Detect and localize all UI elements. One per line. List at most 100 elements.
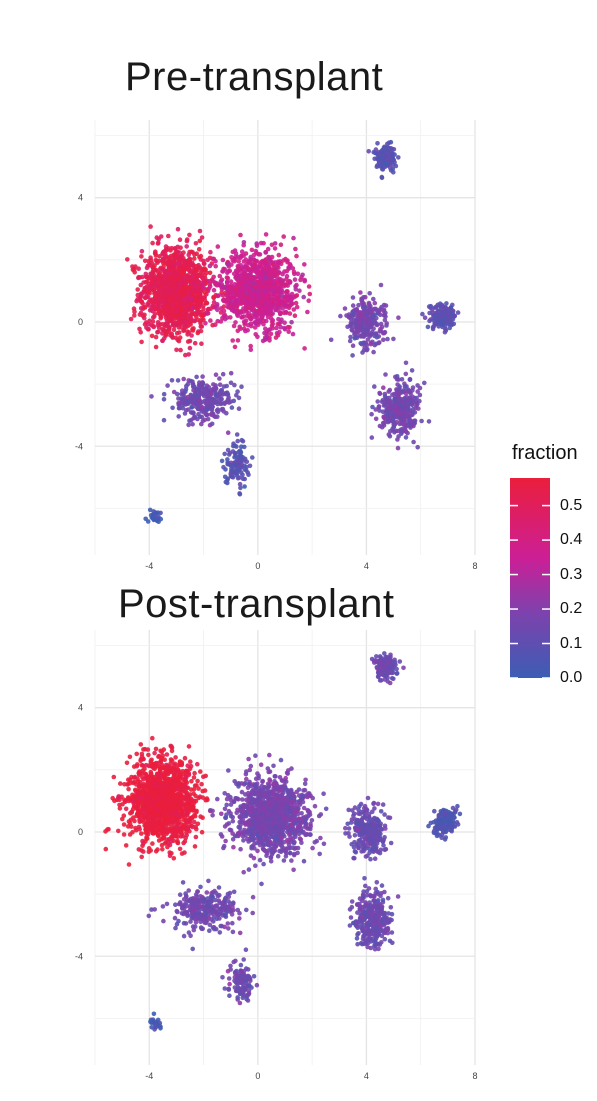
cell-point	[283, 256, 288, 262]
cell-point	[176, 762, 181, 768]
cell-point	[345, 324, 350, 330]
cell-point	[139, 339, 144, 345]
cluster-5	[149, 370, 244, 436]
cell-point	[377, 408, 382, 413]
cell-point	[403, 360, 409, 366]
cell-point	[435, 309, 441, 314]
cell-point	[382, 317, 388, 323]
cell-point	[156, 838, 162, 843]
cell-point	[390, 416, 396, 422]
cell-point	[274, 325, 279, 331]
y-tick-label: 0	[78, 827, 83, 837]
cell-point	[448, 305, 454, 310]
cell-point	[203, 773, 208, 779]
cell-point	[399, 377, 405, 382]
cell-point	[194, 783, 199, 788]
cell-point	[368, 303, 373, 309]
cell-point	[430, 326, 436, 332]
cell-point	[250, 264, 255, 270]
cell-point	[307, 291, 313, 297]
cell-point	[262, 330, 267, 336]
cell-point	[385, 336, 390, 342]
cell-point	[260, 299, 265, 305]
cell-point	[205, 257, 210, 263]
cell-point	[186, 330, 192, 335]
cell-point	[159, 293, 165, 299]
cell-point	[260, 260, 266, 266]
cell-point	[150, 735, 155, 741]
cell-point	[148, 769, 154, 775]
cell-point	[169, 245, 174, 251]
cell-point	[178, 347, 183, 353]
cell-point	[172, 800, 177, 805]
cell-point	[157, 770, 162, 775]
cell-point	[277, 304, 282, 310]
cell-point	[426, 304, 432, 309]
cell-point	[415, 383, 420, 388]
cell-point	[347, 338, 353, 344]
cell-point	[150, 240, 155, 246]
cell-point	[231, 398, 237, 404]
cell-point	[220, 371, 226, 377]
cell-point	[278, 324, 284, 330]
cell-point	[288, 263, 293, 268]
x-tick-label: 0	[255, 561, 260, 571]
cell-point	[269, 254, 275, 260]
cell-point	[132, 779, 137, 785]
cell-point	[207, 284, 213, 289]
cell-point	[403, 391, 409, 396]
scatter-plot-post: -4 0 4 840-4	[75, 630, 478, 1081]
cell-point	[394, 408, 400, 413]
cell-point	[338, 313, 343, 319]
cell-point	[373, 331, 379, 336]
cell-point	[161, 773, 167, 778]
cell-point	[237, 475, 242, 480]
cell-point	[204, 393, 210, 398]
cell-point	[396, 315, 401, 320]
cell-point	[221, 308, 227, 314]
cell-point	[161, 836, 167, 841]
cell-point	[160, 322, 165, 327]
cell-point	[153, 276, 158, 281]
cell-point	[185, 399, 190, 405]
cell-point	[170, 322, 176, 328]
cell-point	[211, 382, 216, 387]
cell-point	[237, 324, 242, 330]
cell-point	[295, 271, 301, 277]
cell-point	[397, 411, 403, 416]
cell-point	[415, 389, 421, 394]
cell-point	[184, 825, 189, 831]
cell-point	[139, 854, 144, 860]
cell-point	[153, 334, 159, 340]
cell-point	[379, 148, 385, 154]
cell-point	[196, 317, 201, 323]
cell-point	[128, 316, 134, 322]
cell-point	[182, 782, 188, 788]
cell-point	[426, 419, 432, 424]
cell-point	[275, 272, 280, 277]
cell-point	[144, 836, 150, 841]
cell-point	[344, 313, 349, 318]
cell-point	[201, 306, 206, 312]
cell-point	[348, 334, 353, 340]
cell-point	[191, 787, 197, 792]
cell-point	[263, 232, 269, 237]
x-tick-label: 4	[364, 561, 369, 571]
cell-point	[133, 827, 139, 833]
cell-point	[127, 821, 133, 826]
cell-point	[196, 309, 201, 314]
cell-point	[302, 346, 307, 351]
cell-point	[366, 318, 372, 323]
cell-point	[445, 310, 450, 316]
cell-point	[167, 853, 173, 859]
cell-point	[169, 765, 175, 771]
cell-point	[136, 772, 142, 778]
cell-point	[180, 391, 186, 397]
cell-point	[393, 163, 399, 169]
cell-point	[255, 318, 260, 324]
cell-point	[240, 314, 245, 320]
cell-point	[176, 265, 182, 271]
cell-point	[370, 404, 375, 410]
cell-point	[407, 377, 413, 383]
cell-point	[232, 455, 237, 460]
